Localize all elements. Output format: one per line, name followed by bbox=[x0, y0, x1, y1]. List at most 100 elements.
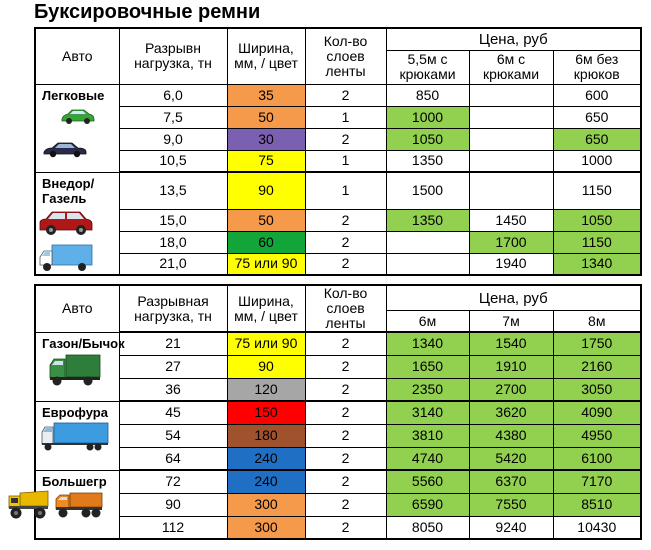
price-cell: 1750 bbox=[552, 331, 642, 356]
width-color-cell: 90 bbox=[226, 354, 306, 379]
header-price-5-5m-hooks: 5,5м с крюками bbox=[385, 49, 470, 85]
blue-semi-truck-icon bbox=[40, 421, 110, 456]
table-row: 54 180 2 3810 4380 4950 bbox=[35, 423, 642, 448]
tow-strap-table-trucks: Авто Разрывная нагрузка, тн Ширина, мм, … bbox=[8, 284, 643, 540]
price-cell: 2350 bbox=[385, 377, 470, 402]
width-color-cell: 35 bbox=[226, 83, 306, 107]
price-cell: 1000 bbox=[552, 149, 642, 173]
price-cell: 3810 bbox=[385, 423, 470, 448]
vehicle-group-label: Газон/Бычок bbox=[42, 335, 125, 351]
price-cell bbox=[468, 171, 554, 210]
price-cell bbox=[385, 252, 470, 276]
table-row: 21,0 75 или 90 2 1940 1340 bbox=[35, 252, 642, 276]
table-row: 112 300 2 8050 9240 10430 bbox=[35, 515, 642, 540]
price-cell: 4090 bbox=[552, 400, 642, 425]
table1-body: Легковые 6,0 35 2 850 600 7,5 50 1 1000 650 9,0 30 2 1… bbox=[34, 83, 642, 276]
red-suv-icon bbox=[38, 209, 94, 240]
width-color-cell: 75 bbox=[226, 149, 306, 173]
vehicle-group-label: Большегр bbox=[42, 473, 107, 489]
width-color-cell: 180 bbox=[226, 423, 306, 448]
price-cell bbox=[468, 105, 554, 129]
width-color-cell: 50 bbox=[226, 105, 306, 129]
layers-cell: 2 bbox=[304, 492, 387, 517]
price-cell: 3620 bbox=[468, 400, 554, 425]
breaking-load-cell: 45 bbox=[118, 400, 228, 425]
price-cell: 8050 bbox=[385, 515, 470, 540]
price-cell: 1650 bbox=[385, 354, 470, 379]
breaking-load-cell: 18,0 bbox=[118, 230, 228, 254]
layers-cell: 2 bbox=[304, 354, 387, 379]
green-car-icon bbox=[60, 107, 96, 128]
breaking-load-cell: 9,0 bbox=[118, 127, 228, 151]
price-cell: 1940 bbox=[468, 252, 554, 276]
price-cell: 6590 bbox=[385, 492, 470, 517]
breaking-load-cell: 27 bbox=[118, 354, 228, 379]
price-cell bbox=[468, 149, 554, 173]
vehicle-group-label: Еврофура bbox=[42, 404, 108, 420]
price-cell: 7550 bbox=[468, 492, 554, 517]
price-cell: 4380 bbox=[468, 423, 554, 448]
breaking-load-cell: 90 bbox=[118, 492, 228, 517]
price-cell: 4950 bbox=[552, 423, 642, 448]
breaking-load-cell: 13,5 bbox=[118, 171, 228, 210]
header-price-8m: 8м bbox=[552, 310, 642, 333]
width-color-cell: 30 bbox=[226, 127, 306, 151]
price-cell: 1350 bbox=[385, 149, 470, 173]
price-cell: 10430 bbox=[552, 515, 642, 540]
header-width-color: Ширина, мм, / цвет bbox=[226, 27, 306, 85]
width-color-cell: 240 bbox=[226, 469, 306, 494]
table2-body: Газон/Бычок 21 75 или 90 2 1340 1540 1750 27 90 2… bbox=[8, 331, 642, 540]
table-row: 15,0 50 2 1350 1450 1050 bbox=[35, 208, 642, 232]
header-breaking-load: Разрывная нагрузка, тн bbox=[118, 284, 228, 333]
header-breaking-load: Разрывн нагрузка, тн bbox=[118, 27, 228, 85]
header-price: Цена, руб bbox=[385, 27, 642, 51]
width-color-cell: 300 bbox=[226, 492, 306, 517]
vehicle-group-cell: Еврофура bbox=[34, 400, 120, 471]
price-cell: 1050 bbox=[552, 208, 642, 232]
price-cell: 6100 bbox=[552, 446, 642, 471]
header-auto: Авто bbox=[34, 284, 120, 333]
breaking-load-cell: 36 bbox=[118, 377, 228, 402]
price-cell: 650 bbox=[552, 127, 642, 151]
layers-cell: 2 bbox=[304, 377, 387, 402]
price-cell: 4740 bbox=[385, 446, 470, 471]
header-auto: Авто bbox=[34, 27, 120, 85]
layers-cell: 2 bbox=[304, 400, 387, 425]
layers-cell: 2 bbox=[304, 127, 387, 151]
price-cell: 850 bbox=[385, 83, 470, 107]
width-color-cell: 240 bbox=[226, 446, 306, 471]
green-truck-icon bbox=[48, 351, 102, 390]
header-price-7m: 7м bbox=[468, 310, 554, 333]
price-cell: 1500 bbox=[385, 171, 470, 210]
breaking-load-cell: 21,0 bbox=[118, 252, 228, 276]
price-cell: 1340 bbox=[552, 252, 642, 276]
header-price-6m: 6м bbox=[385, 310, 470, 333]
width-color-cell: 90 bbox=[226, 171, 306, 210]
breaking-load-cell: 72 bbox=[118, 469, 228, 494]
price-cell: 1000 bbox=[385, 105, 470, 129]
price-cell: 1050 bbox=[385, 127, 470, 151]
breaking-load-cell: 10,5 bbox=[118, 149, 228, 173]
price-cell bbox=[468, 83, 554, 107]
price-cell: 3140 bbox=[385, 400, 470, 425]
layers-cell: 2 bbox=[304, 230, 387, 254]
width-color-cell: 75 или 90 bbox=[226, 331, 306, 356]
table-row: 90 300 2 6590 7550 8510 bbox=[35, 492, 642, 517]
layers-cell: 2 bbox=[304, 446, 387, 471]
blue-van-icon bbox=[38, 243, 94, 275]
table-row: 7,5 50 1 1000 650 bbox=[35, 105, 642, 129]
vehicle-group-cell: Газон/Бычок bbox=[34, 331, 125, 402]
orange-dump-truck-icon bbox=[54, 489, 104, 522]
breaking-load-cell: 15,0 bbox=[118, 208, 228, 232]
layers-cell: 2 bbox=[304, 515, 387, 540]
vehicle-group-cell: Большегр bbox=[8, 469, 120, 540]
header-price-6m-hooks: 6м с крюками bbox=[468, 49, 554, 85]
price-cell: 650 bbox=[552, 105, 642, 129]
table-row: Легковые 6,0 35 2 850 600 bbox=[34, 83, 642, 173]
page-title: Буксировочные ремни bbox=[34, 1, 261, 23]
breaking-load-cell: 6,0 bbox=[118, 83, 228, 107]
breaking-load-cell: 64 bbox=[118, 446, 228, 471]
price-cell: 7170 bbox=[552, 469, 642, 494]
vehicle-group-label: Легковые bbox=[42, 87, 105, 103]
header-layers: Кол-во слоев ленты bbox=[304, 27, 387, 85]
